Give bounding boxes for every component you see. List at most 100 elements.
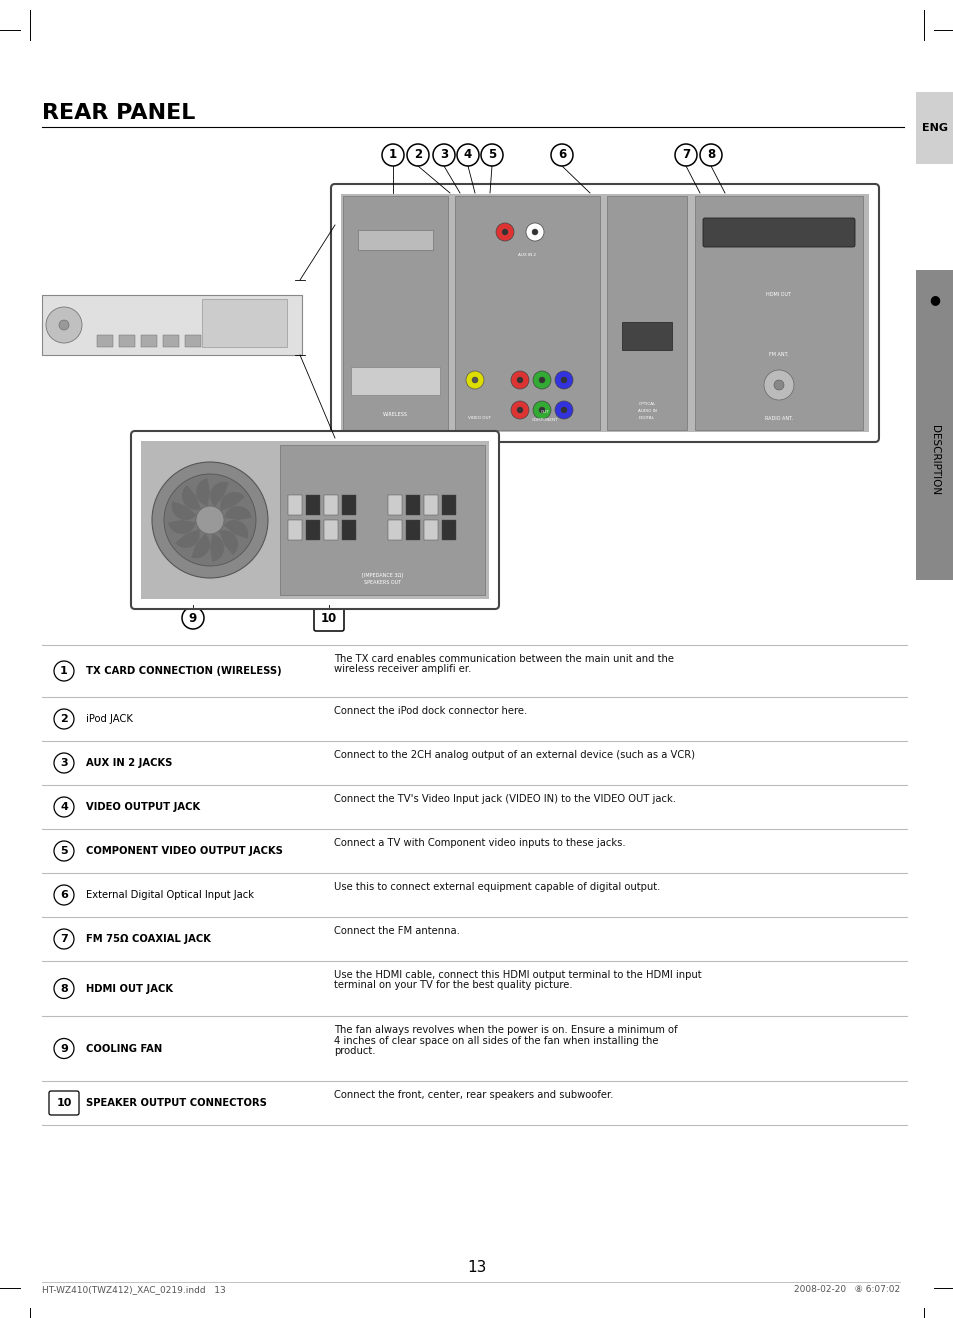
Circle shape bbox=[511, 370, 529, 389]
Wedge shape bbox=[220, 492, 245, 511]
Text: SPEAKER OUTPUT CONNECTORS: SPEAKER OUTPUT CONNECTORS bbox=[86, 1098, 267, 1108]
Text: FM ANT.: FM ANT. bbox=[768, 352, 788, 357]
Wedge shape bbox=[168, 521, 195, 534]
Bar bbox=[695, 196, 862, 430]
Text: 2: 2 bbox=[60, 714, 68, 724]
Circle shape bbox=[465, 370, 483, 389]
Circle shape bbox=[555, 401, 573, 419]
Wedge shape bbox=[223, 521, 248, 539]
Circle shape bbox=[456, 144, 478, 166]
Text: 2: 2 bbox=[414, 149, 421, 162]
Circle shape bbox=[164, 474, 255, 565]
Wedge shape bbox=[195, 478, 210, 506]
Text: Connect the iPod dock connector here.: Connect the iPod dock connector here. bbox=[334, 706, 527, 716]
FancyBboxPatch shape bbox=[131, 431, 498, 609]
Text: 5: 5 bbox=[487, 149, 496, 162]
Bar bbox=[306, 521, 319, 540]
Text: ●: ● bbox=[928, 294, 940, 307]
Circle shape bbox=[555, 370, 573, 389]
Circle shape bbox=[560, 407, 566, 413]
Text: 6: 6 bbox=[60, 890, 68, 900]
Text: 4: 4 bbox=[463, 149, 472, 162]
Circle shape bbox=[675, 144, 697, 166]
FancyBboxPatch shape bbox=[702, 217, 854, 246]
Circle shape bbox=[54, 841, 74, 861]
Bar bbox=[441, 521, 456, 540]
Text: 3: 3 bbox=[60, 758, 68, 768]
Circle shape bbox=[182, 608, 204, 629]
Bar bbox=[288, 521, 302, 540]
Circle shape bbox=[517, 407, 522, 413]
Wedge shape bbox=[219, 530, 237, 555]
Wedge shape bbox=[210, 482, 229, 506]
Bar bbox=[423, 521, 437, 540]
Text: Connect the TV's Video Input jack (VIDEO IN) to the VIDEO OUT jack.: Connect the TV's Video Input jack (VIDEO… bbox=[334, 793, 676, 804]
Circle shape bbox=[54, 929, 74, 949]
Text: TX CARD CONNECTION (WIRELESS): TX CARD CONNECTION (WIRELESS) bbox=[86, 666, 281, 676]
Circle shape bbox=[54, 662, 74, 681]
Circle shape bbox=[773, 380, 783, 390]
Circle shape bbox=[381, 144, 403, 166]
Bar bbox=[324, 521, 337, 540]
Circle shape bbox=[54, 1039, 74, 1058]
Circle shape bbox=[511, 401, 529, 419]
Circle shape bbox=[538, 377, 544, 384]
Text: SPEAKERS OUT: SPEAKERS OUT bbox=[363, 580, 400, 585]
Wedge shape bbox=[172, 501, 196, 521]
Circle shape bbox=[533, 370, 551, 389]
Text: 10: 10 bbox=[320, 612, 336, 625]
Bar bbox=[351, 366, 439, 395]
Text: ENG: ENG bbox=[921, 123, 947, 133]
Text: WIRELESS: WIRELESS bbox=[382, 413, 408, 418]
Text: 4 inches of clear space on all sides of the fan when installing the: 4 inches of clear space on all sides of … bbox=[334, 1036, 658, 1045]
Bar bbox=[388, 496, 401, 515]
Text: 6: 6 bbox=[558, 149, 565, 162]
Text: 13: 13 bbox=[467, 1260, 486, 1276]
Text: AUX IN 2 JACKS: AUX IN 2 JACKS bbox=[86, 758, 172, 768]
Text: 8: 8 bbox=[60, 983, 68, 994]
Text: terminal on your TV for the best quality picture.: terminal on your TV for the best quality… bbox=[334, 981, 572, 991]
Text: 9: 9 bbox=[60, 1044, 68, 1053]
Text: VIDEO OUTPUT JACK: VIDEO OUTPUT JACK bbox=[86, 801, 200, 812]
Wedge shape bbox=[174, 530, 199, 548]
Bar bbox=[388, 521, 401, 540]
Text: AUX IN 2: AUX IN 2 bbox=[518, 253, 536, 257]
Circle shape bbox=[551, 144, 573, 166]
Text: REAR PANEL: REAR PANEL bbox=[42, 103, 195, 123]
Bar bbox=[423, 496, 437, 515]
Text: HT-WZ410(TWZ412)_XAC_0219.indd   13: HT-WZ410(TWZ412)_XAC_0219.indd 13 bbox=[42, 1285, 226, 1294]
Circle shape bbox=[532, 229, 537, 235]
Text: OPTICAL: OPTICAL bbox=[638, 402, 655, 406]
Circle shape bbox=[407, 144, 429, 166]
Bar bbox=[288, 496, 302, 515]
Bar bbox=[606, 196, 686, 430]
Text: The fan always revolves when the power is on. Ensure a minimum of: The fan always revolves when the power i… bbox=[334, 1025, 677, 1035]
Text: HDMI OUT: HDMI OUT bbox=[765, 293, 791, 298]
Text: 3: 3 bbox=[439, 149, 448, 162]
Bar bbox=[163, 335, 179, 347]
Bar bbox=[621, 322, 671, 351]
Circle shape bbox=[533, 401, 551, 419]
Text: 4: 4 bbox=[60, 801, 68, 812]
FancyBboxPatch shape bbox=[49, 1091, 79, 1115]
Circle shape bbox=[433, 144, 455, 166]
Text: COMPONENT VIDEO OUTPUT JACKS: COMPONENT VIDEO OUTPUT JACKS bbox=[86, 846, 283, 855]
Bar bbox=[280, 445, 484, 594]
Text: External Digital Optical Input Jack: External Digital Optical Input Jack bbox=[86, 890, 253, 900]
Circle shape bbox=[525, 223, 543, 241]
Text: Connect to the 2CH analog output of an external device (such as a VCR): Connect to the 2CH analog output of an e… bbox=[334, 750, 695, 760]
Text: FM 75Ω COAXIAL JACK: FM 75Ω COAXIAL JACK bbox=[86, 934, 211, 944]
FancyBboxPatch shape bbox=[331, 185, 878, 442]
Bar bbox=[306, 496, 319, 515]
Bar bbox=[915, 92, 953, 163]
Bar bbox=[357, 231, 433, 250]
Circle shape bbox=[501, 229, 507, 235]
Text: Connect the front, center, rear speakers and subwoofer.: Connect the front, center, rear speakers… bbox=[334, 1090, 613, 1101]
Circle shape bbox=[195, 506, 224, 534]
Circle shape bbox=[517, 377, 522, 384]
Circle shape bbox=[46, 307, 82, 343]
Text: AUDIO IN: AUDIO IN bbox=[637, 409, 656, 413]
Wedge shape bbox=[224, 506, 252, 521]
Circle shape bbox=[54, 753, 74, 772]
Circle shape bbox=[480, 144, 502, 166]
